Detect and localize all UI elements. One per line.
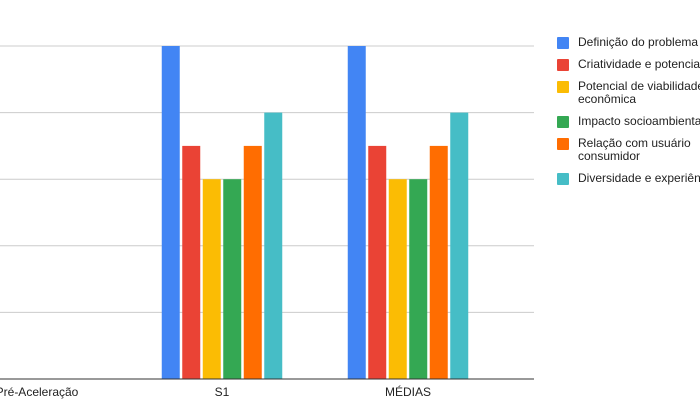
bar bbox=[347, 46, 366, 379]
bar bbox=[161, 46, 180, 379]
bar bbox=[388, 179, 407, 379]
x-tick-labels: Pré-Aceleração S1 MÉDIAS bbox=[0, 384, 431, 399]
legend-swatch bbox=[557, 59, 569, 71]
legend-item: Potencial de viabilidade econômica bbox=[556, 80, 700, 106]
bar bbox=[409, 179, 428, 379]
legend-swatch bbox=[557, 37, 569, 49]
legend-swatch bbox=[557, 138, 569, 150]
bar bbox=[264, 112, 283, 379]
legend-label: consumidor bbox=[578, 149, 641, 163]
legend-item: Impacto socioambiental bbox=[556, 115, 700, 128]
x-tick-label: Pré-Aceleração bbox=[0, 385, 79, 399]
legend-swatch bbox=[557, 173, 569, 185]
legend-item: Diversidade e experiência bbox=[556, 172, 700, 185]
bar bbox=[243, 145, 262, 379]
legend-swatch bbox=[557, 116, 569, 128]
legend-label: Potencial de viabilidade bbox=[578, 79, 700, 93]
bar bbox=[450, 112, 469, 379]
legend: Definição do problema Criatividade e pote… bbox=[556, 36, 700, 194]
x-tick-label: MÉDIAS bbox=[385, 384, 431, 399]
bar bbox=[429, 145, 448, 379]
bar bbox=[368, 145, 387, 379]
legend-item: Relação com usuário consumidor bbox=[556, 137, 700, 163]
bar bbox=[182, 145, 201, 379]
legend-label: Impacto socioambiental bbox=[578, 114, 700, 128]
legend-label: Diversidade e experiência bbox=[578, 171, 700, 185]
legend-item: Definição do problema bbox=[556, 36, 700, 49]
legend-swatch bbox=[557, 81, 569, 93]
legend-label: econômica bbox=[578, 92, 637, 106]
bars bbox=[161, 46, 469, 379]
legend-label: Criatividade e potencial bbox=[578, 57, 700, 71]
legend-item: Criatividade e potencial bbox=[556, 58, 700, 71]
legend-label: Relação com usuário bbox=[578, 136, 691, 150]
bar bbox=[202, 179, 221, 379]
bar bbox=[223, 179, 242, 379]
x-tick-label: S1 bbox=[215, 385, 230, 399]
legend-label: Definição do problema bbox=[578, 36, 699, 49]
